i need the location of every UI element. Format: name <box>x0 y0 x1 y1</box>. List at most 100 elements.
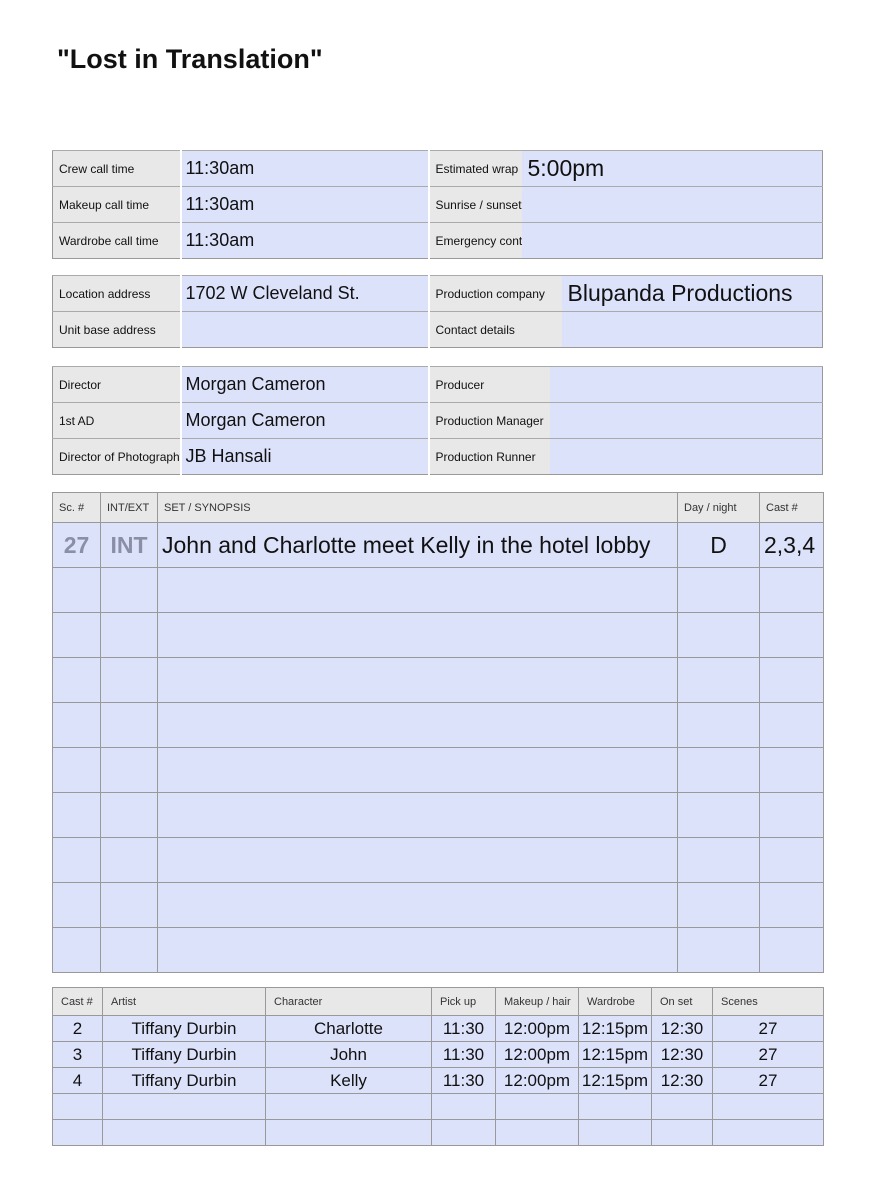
scene-daynight-cell[interactable] <box>677 792 760 838</box>
field-value[interactable] <box>521 186 823 223</box>
scene-daynight-cell[interactable] <box>677 612 760 658</box>
scene-intext-cell[interactable] <box>100 837 158 883</box>
cast-cell[interactable]: Tiffany Durbin <box>102 1015 266 1042</box>
field-value[interactable]: Morgan Cameron <box>179 366 430 403</box>
scene-cast-cell[interactable] <box>759 702 824 748</box>
scene-daynight-cell[interactable] <box>677 882 760 928</box>
cast-cell[interactable]: 12:30 <box>651 1015 713 1042</box>
scene-daynight-cell[interactable] <box>677 657 760 703</box>
scene-intext-cell[interactable] <box>100 702 158 748</box>
cast-cell[interactable]: 27 <box>712 1067 824 1094</box>
scene-sc-cell[interactable] <box>52 567 101 613</box>
field-value[interactable]: 1702 W Cleveland St. <box>179 275 430 312</box>
scene-intext-cell[interactable] <box>100 792 158 838</box>
cast-cell[interactable] <box>651 1119 713 1146</box>
field-value[interactable]: 11:30am <box>179 222 430 259</box>
scene-cast-cell[interactable] <box>759 612 824 658</box>
cast-cell[interactable]: 4 <box>52 1067 103 1094</box>
scene-daynight-cell[interactable] <box>677 837 760 883</box>
scene-sc-cell[interactable] <box>52 702 101 748</box>
scene-cast-cell[interactable] <box>759 927 824 973</box>
scene-cast-cell[interactable] <box>759 567 824 613</box>
scene-daynight-cell[interactable] <box>677 567 760 613</box>
field-value[interactable]: Morgan Cameron <box>179 402 430 439</box>
field-value[interactable]: 11:30am <box>179 186 430 223</box>
scene-daynight-cell[interactable]: D <box>677 522 760 568</box>
field-value[interactable] <box>521 222 823 259</box>
cast-cell[interactable] <box>495 1119 579 1146</box>
scene-sc-cell[interactable] <box>52 612 101 658</box>
scene-cast-cell[interactable] <box>759 747 824 793</box>
cast-cell[interactable] <box>265 1119 432 1146</box>
cast-cell[interactable] <box>495 1093 579 1120</box>
cast-cell[interactable] <box>578 1119 652 1146</box>
scene-intext-cell[interactable] <box>100 657 158 703</box>
scene-synopsis-cell[interactable] <box>157 882 678 928</box>
field-value[interactable]: 5:00pm <box>521 150 823 187</box>
field-value[interactable] <box>179 311 430 348</box>
cast-cell[interactable] <box>431 1119 496 1146</box>
scene-cast-cell[interactable] <box>759 792 824 838</box>
scene-synopsis-cell[interactable] <box>157 702 678 748</box>
field-value[interactable] <box>549 438 823 475</box>
scene-cast-cell[interactable]: 2,3,4 <box>759 522 824 568</box>
scene-sc-cell[interactable] <box>52 657 101 703</box>
cast-cell[interactable]: 12:00pm <box>495 1041 579 1068</box>
cast-cell[interactable]: Tiffany Durbin <box>102 1067 266 1094</box>
cast-cell[interactable]: 11:30 <box>431 1041 496 1068</box>
field-value[interactable]: 11:30am <box>179 150 430 187</box>
scene-synopsis-cell[interactable] <box>157 657 678 703</box>
cast-cell[interactable]: 11:30 <box>431 1015 496 1042</box>
cast-cell[interactable]: John <box>265 1041 432 1068</box>
field-value[interactable] <box>549 366 823 403</box>
cast-cell[interactable]: 11:30 <box>431 1067 496 1094</box>
scene-cast-cell[interactable] <box>759 837 824 883</box>
cast-cell[interactable] <box>102 1093 266 1120</box>
scene-synopsis-cell[interactable] <box>157 927 678 973</box>
cast-cell[interactable]: 12:15pm <box>578 1041 652 1068</box>
scene-sc-cell[interactable] <box>52 747 101 793</box>
scene-sc-cell[interactable] <box>52 882 101 928</box>
scene-synopsis-cell[interactable] <box>157 747 678 793</box>
cast-cell[interactable] <box>712 1119 824 1146</box>
scene-intext-cell[interactable] <box>100 927 158 973</box>
scene-daynight-cell[interactable] <box>677 747 760 793</box>
scene-daynight-cell[interactable] <box>677 927 760 973</box>
scene-cast-cell[interactable] <box>759 657 824 703</box>
scene-intext-cell[interactable] <box>100 567 158 613</box>
cast-cell[interactable]: 27 <box>712 1041 824 1068</box>
scene-sc-cell[interactable] <box>52 927 101 973</box>
cast-cell[interactable] <box>431 1093 496 1120</box>
scene-synopsis-cell[interactable] <box>157 837 678 883</box>
scene-daynight-cell[interactable] <box>677 702 760 748</box>
cast-cell[interactable]: Charlotte <box>265 1015 432 1042</box>
cast-cell[interactable]: 12:15pm <box>578 1015 652 1042</box>
field-value[interactable]: Blupanda Productions <box>561 275 823 312</box>
cast-cell[interactable]: 12:15pm <box>578 1067 652 1094</box>
field-value[interactable] <box>549 402 823 439</box>
scene-intext-cell[interactable] <box>100 747 158 793</box>
cast-cell[interactable] <box>578 1093 652 1120</box>
scene-sc-cell[interactable]: 27 <box>52 522 101 568</box>
cast-cell[interactable]: 12:30 <box>651 1041 713 1068</box>
cast-cell[interactable] <box>651 1093 713 1120</box>
scene-synopsis-cell[interactable]: John and Charlotte meet Kelly in the hot… <box>157 522 678 568</box>
cast-cell[interactable] <box>265 1093 432 1120</box>
scene-intext-cell[interactable] <box>100 882 158 928</box>
scene-intext-cell[interactable] <box>100 612 158 658</box>
scene-intext-cell[interactable]: INT <box>100 522 158 568</box>
scene-sc-cell[interactable] <box>52 837 101 883</box>
scene-synopsis-cell[interactable] <box>157 612 678 658</box>
cast-cell[interactable]: 12:00pm <box>495 1015 579 1042</box>
scene-sc-cell[interactable] <box>52 792 101 838</box>
cast-cell[interactable]: Kelly <box>265 1067 432 1094</box>
cast-cell[interactable] <box>712 1093 824 1120</box>
scene-synopsis-cell[interactable] <box>157 567 678 613</box>
cast-cell[interactable]: Tiffany Durbin <box>102 1041 266 1068</box>
scene-cast-cell[interactable] <box>759 882 824 928</box>
cast-cell[interactable]: 27 <box>712 1015 824 1042</box>
cast-cell[interactable] <box>52 1119 103 1146</box>
field-value[interactable]: JB Hansali <box>179 438 430 475</box>
scene-synopsis-cell[interactable] <box>157 792 678 838</box>
cast-cell[interactable]: 3 <box>52 1041 103 1068</box>
